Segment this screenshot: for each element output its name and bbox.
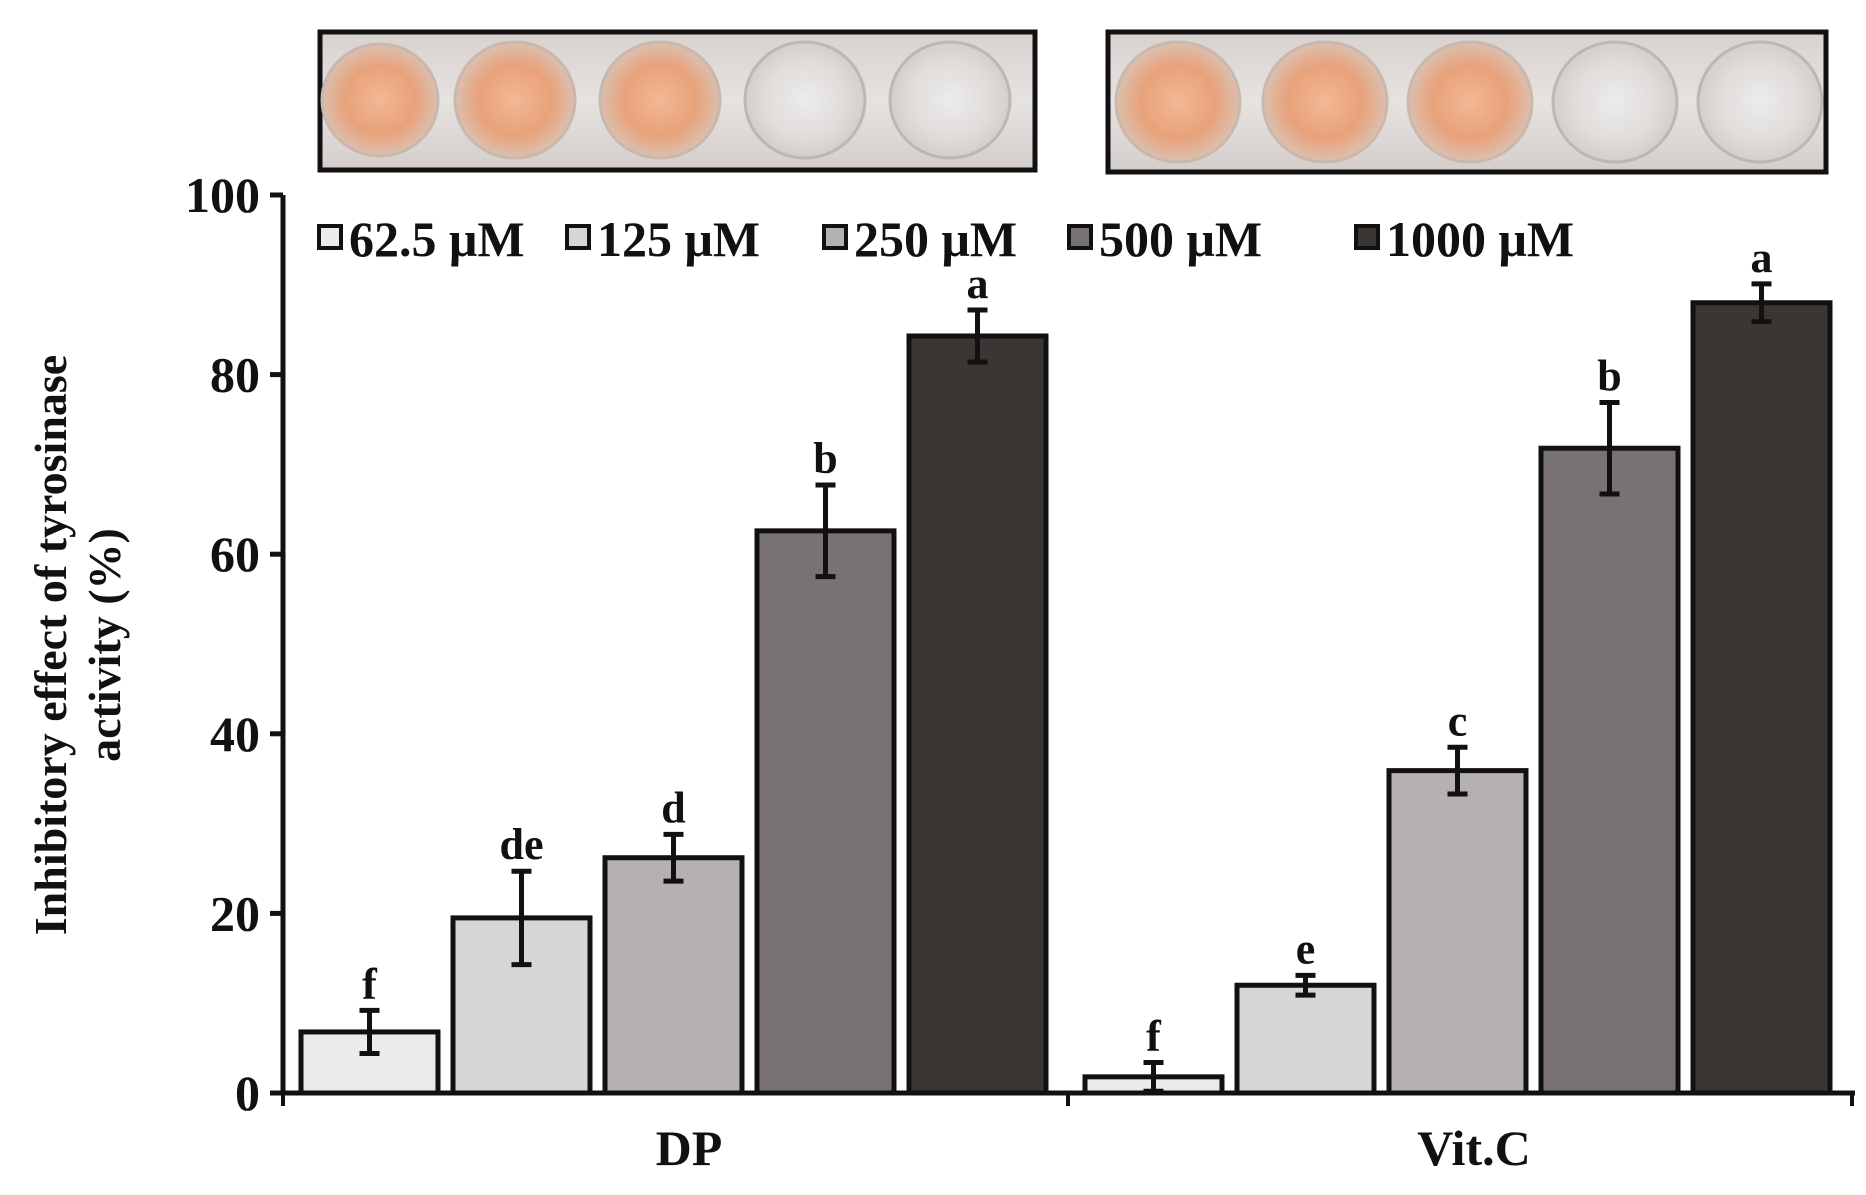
significance-letter: f (1146, 1011, 1162, 1060)
significance-letter: de (500, 820, 544, 869)
vitc-wells-photo (1105, 29, 1829, 175)
y-axis-title-line-1: Inhibitory effect of tyrosinase (25, 355, 76, 935)
y-tick-label: 0 (235, 1065, 260, 1121)
category-label: DP (656, 1120, 723, 1176)
legend-label: 125 μM (597, 211, 760, 267)
category-labels: DP Vit.C (656, 1120, 1531, 1176)
legend-swatch (317, 224, 343, 250)
dp-wells-photo (317, 29, 1038, 173)
legend: 62.5 μM 125 μM 250 μM 500 μM 1000 μM (317, 211, 1574, 267)
bar-vitc-2 (1386, 768, 1529, 1096)
legend-label: 1000 μM (1386, 211, 1574, 267)
bars: f de d b a f e c b a (298, 233, 1833, 1096)
y-tick-label: 60 (210, 526, 260, 582)
bar-dp-4 (906, 333, 1049, 1096)
category-label: Vit.C (1417, 1120, 1530, 1176)
bar-vitc-3 (1538, 445, 1681, 1096)
legend-label: 62.5 μM (349, 211, 525, 267)
significance-letter: a (1751, 233, 1773, 282)
y-ticks: 0 20 40 60 80 100 (185, 167, 283, 1121)
significance-letter: f (362, 959, 378, 1008)
y-tick-label: 80 (210, 347, 260, 403)
legend-swatch (822, 224, 848, 250)
bar-dp-2 (602, 855, 745, 1096)
y-tick-label: 40 (210, 706, 260, 762)
y-axis-title-line-2: activity (%) (79, 528, 130, 762)
y-tick-label: 100 (185, 167, 260, 223)
significance-letter: e (1296, 924, 1316, 973)
significance-letter: d (661, 783, 685, 832)
legend-label: 500 μM (1099, 211, 1262, 267)
significance-letter: c (1448, 696, 1468, 745)
y-tick-label: 20 (210, 885, 260, 941)
legend-swatch (1354, 224, 1380, 250)
legend-label: 250 μM (854, 211, 1017, 267)
legend-swatch (1067, 224, 1093, 250)
significance-letter: b (1597, 351, 1621, 400)
bar-dp-3 (754, 528, 897, 1096)
bar-vitc-4 (1690, 300, 1833, 1096)
legend-swatch (565, 224, 591, 250)
bar-vitc-1 (1234, 982, 1377, 1096)
significance-letter: a (967, 259, 989, 308)
significance-letter: b (813, 434, 837, 483)
